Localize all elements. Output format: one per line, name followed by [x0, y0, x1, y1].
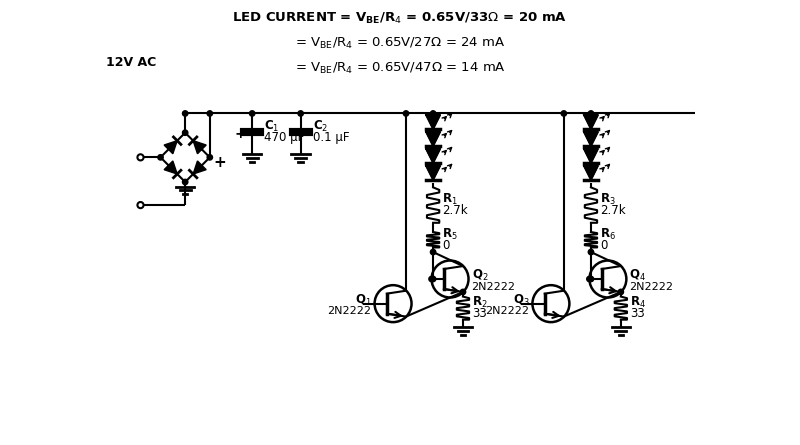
Polygon shape [584, 149, 598, 163]
Text: R$_6$: R$_6$ [600, 227, 616, 242]
Text: 12V AC: 12V AC [106, 56, 156, 69]
Text: 33: 33 [472, 307, 487, 320]
Polygon shape [426, 132, 440, 146]
Circle shape [588, 111, 594, 116]
Text: R$_2$: R$_2$ [472, 295, 488, 310]
Text: R$_5$: R$_5$ [442, 227, 458, 242]
Polygon shape [426, 149, 440, 163]
Text: 2.7k: 2.7k [442, 204, 468, 217]
Polygon shape [426, 115, 440, 129]
Text: 470 μF: 470 μF [265, 131, 305, 144]
Text: LED CURRENT = V$_{\mathregular{BE}}$/R$_4$ = 0.65V/33$\Omega$ = 20 mA: LED CURRENT = V$_{\mathregular{BE}}$/R$_… [233, 11, 567, 26]
Polygon shape [193, 161, 206, 174]
Polygon shape [584, 132, 598, 146]
Circle shape [207, 111, 213, 116]
Text: C$_2$: C$_2$ [313, 119, 328, 134]
Circle shape [588, 276, 594, 282]
Text: R$_3$: R$_3$ [600, 192, 616, 207]
Circle shape [429, 276, 434, 282]
Text: 33: 33 [630, 307, 645, 320]
Text: 2N2222: 2N2222 [472, 282, 516, 292]
Text: R$_4$: R$_4$ [630, 295, 646, 310]
Circle shape [430, 249, 436, 255]
Text: +: + [234, 127, 246, 141]
Text: 2N2222: 2N2222 [327, 306, 371, 316]
Polygon shape [164, 141, 177, 154]
Text: Q$_3$: Q$_3$ [513, 293, 530, 308]
Text: 2.7k: 2.7k [600, 204, 626, 217]
Polygon shape [584, 166, 598, 180]
Polygon shape [193, 141, 206, 154]
Circle shape [586, 276, 592, 282]
Text: 0: 0 [600, 239, 607, 251]
Circle shape [561, 111, 566, 116]
Circle shape [182, 130, 188, 135]
Circle shape [250, 111, 255, 116]
Text: = V$_{\mathregular{BE}}$/R$_4$ = 0.65V/27$\Omega$ = 24 mA: = V$_{\mathregular{BE}}$/R$_4$ = 0.65V/2… [295, 36, 505, 51]
Circle shape [403, 111, 409, 116]
Circle shape [182, 111, 188, 116]
Text: R$_1$: R$_1$ [442, 192, 458, 207]
Polygon shape [164, 161, 177, 174]
Text: C$_1$: C$_1$ [265, 119, 280, 134]
Circle shape [460, 289, 466, 295]
Text: = V$_{\mathregular{BE}}$/R$_4$ = 0.65V/47$\Omega$ = 14 mA: = V$_{\mathregular{BE}}$/R$_4$ = 0.65V/4… [294, 61, 506, 76]
Circle shape [430, 111, 436, 116]
Circle shape [430, 276, 436, 282]
Text: 0: 0 [442, 239, 450, 251]
Text: Q$_2$: Q$_2$ [472, 268, 488, 283]
Text: 2N2222: 2N2222 [630, 282, 674, 292]
Circle shape [588, 249, 594, 255]
Text: Q$_4$: Q$_4$ [630, 268, 646, 283]
Text: Q$_1$: Q$_1$ [355, 293, 371, 308]
Text: 0.1 μF: 0.1 μF [313, 131, 350, 144]
Text: 2N2222: 2N2222 [486, 306, 530, 316]
Circle shape [298, 111, 303, 116]
Circle shape [207, 155, 213, 160]
Circle shape [618, 289, 623, 295]
Polygon shape [426, 166, 440, 180]
Circle shape [158, 155, 163, 160]
Text: +: + [213, 155, 226, 170]
Polygon shape [584, 115, 598, 129]
Circle shape [182, 179, 188, 185]
